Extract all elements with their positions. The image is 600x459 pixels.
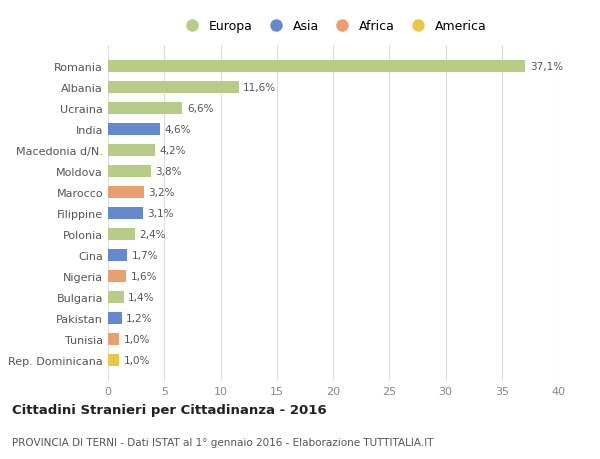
Text: 4,6%: 4,6% <box>164 125 191 134</box>
Text: PROVINCIA DI TERNI - Dati ISTAT al 1° gennaio 2016 - Elaborazione TUTTITALIA.IT: PROVINCIA DI TERNI - Dati ISTAT al 1° ge… <box>12 437 433 447</box>
Text: 1,0%: 1,0% <box>124 355 150 365</box>
Text: 3,2%: 3,2% <box>149 188 175 197</box>
Text: 37,1%: 37,1% <box>530 62 563 72</box>
Bar <box>108 145 155 157</box>
Bar <box>108 124 160 135</box>
Text: 4,2%: 4,2% <box>160 146 186 156</box>
Text: 2,4%: 2,4% <box>139 230 166 239</box>
Bar <box>108 313 121 324</box>
Bar <box>108 250 127 261</box>
Legend: Europa, Asia, Africa, America: Europa, Asia, Africa, America <box>179 20 487 33</box>
Text: 1,0%: 1,0% <box>124 334 150 344</box>
Bar <box>108 187 144 198</box>
Bar <box>108 354 119 366</box>
Text: 1,2%: 1,2% <box>126 313 152 323</box>
Text: 3,8%: 3,8% <box>155 167 182 177</box>
Bar <box>108 229 135 240</box>
Bar <box>108 103 182 114</box>
Bar <box>108 207 143 219</box>
Text: Cittadini Stranieri per Cittadinanza - 2016: Cittadini Stranieri per Cittadinanza - 2… <box>12 403 326 416</box>
Bar <box>108 270 126 282</box>
Bar <box>108 166 151 177</box>
Text: 1,6%: 1,6% <box>131 271 157 281</box>
Text: 11,6%: 11,6% <box>243 83 276 93</box>
Text: 3,1%: 3,1% <box>148 208 174 218</box>
Text: 6,6%: 6,6% <box>187 104 213 114</box>
Bar <box>108 333 119 345</box>
Bar <box>108 82 239 94</box>
Text: 1,7%: 1,7% <box>131 250 158 260</box>
Bar <box>108 291 124 303</box>
Text: 1,4%: 1,4% <box>128 292 155 302</box>
Bar <box>108 61 526 73</box>
